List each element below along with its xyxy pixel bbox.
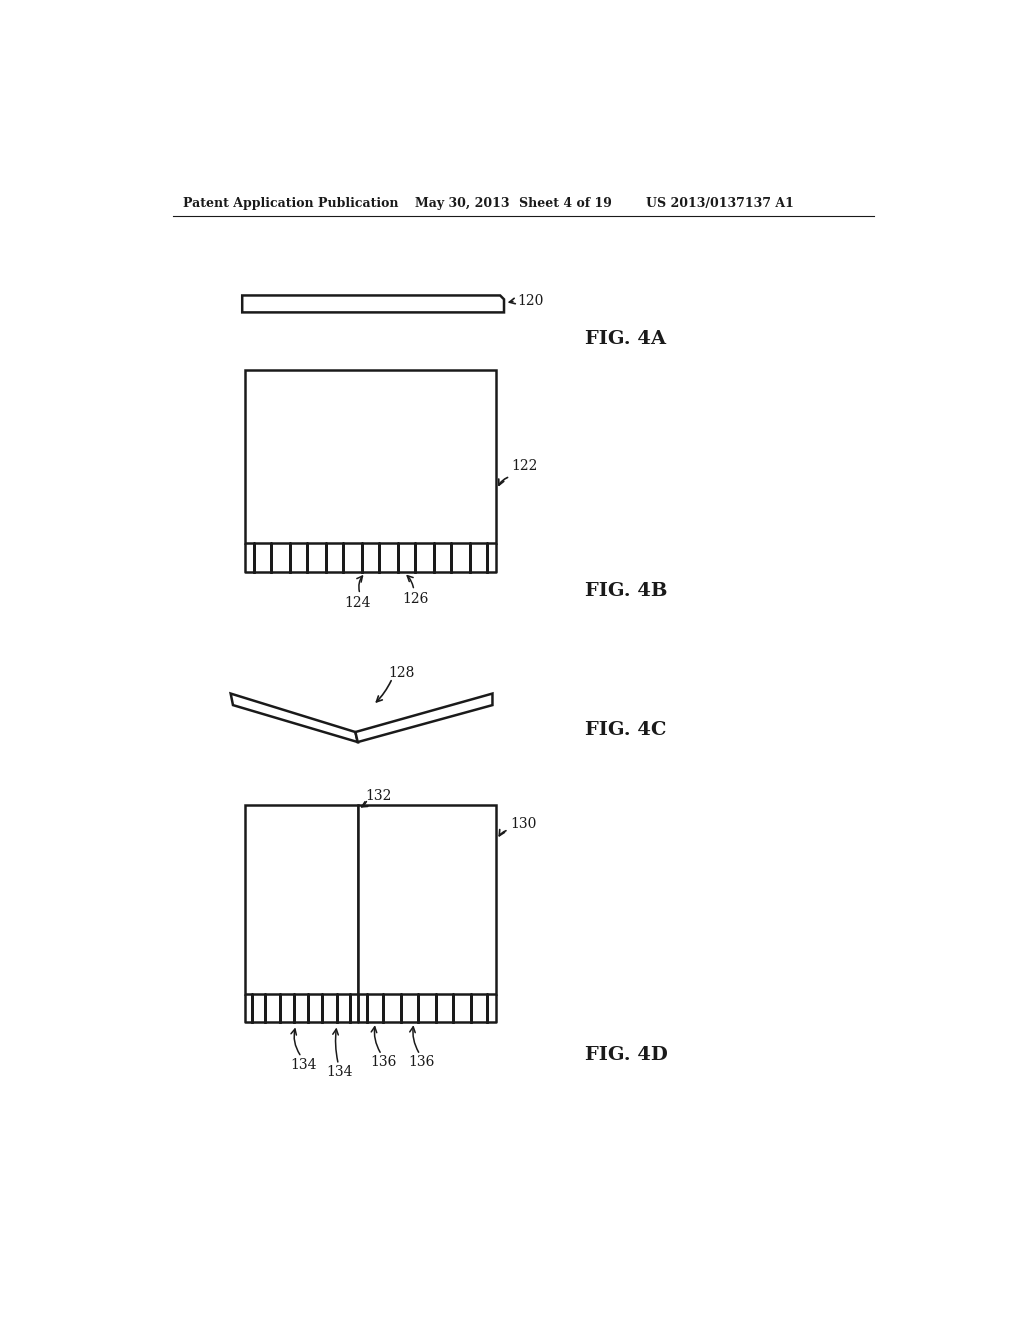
Polygon shape [243,296,504,313]
Text: 120: 120 [517,294,544,308]
Text: 134: 134 [291,1057,317,1072]
Text: FIG. 4C: FIG. 4C [585,721,667,739]
Text: May 30, 2013: May 30, 2013 [416,197,510,210]
Text: US 2013/0137137 A1: US 2013/0137137 A1 [646,197,795,210]
Text: 122: 122 [512,459,538,474]
Text: 132: 132 [366,789,392,803]
Text: 128: 128 [388,665,415,680]
Text: 124: 124 [344,595,371,610]
Bar [245,805,357,994]
Text: FIG. 4D: FIG. 4D [585,1047,668,1064]
Polygon shape [230,693,357,742]
Bar [245,370,497,544]
Text: Patent Application Publication: Patent Application Publication [183,197,398,210]
Bar [357,805,497,994]
Text: 136: 136 [370,1056,396,1069]
Text: FIG. 4A: FIG. 4A [585,330,666,348]
Text: Sheet 4 of 19: Sheet 4 of 19 [519,197,612,210]
Text: 126: 126 [402,591,429,606]
Polygon shape [355,693,493,742]
Text: 130: 130 [510,817,537,832]
Text: FIG. 4B: FIG. 4B [585,582,668,601]
Text: 134: 134 [327,1065,353,1080]
Text: 136: 136 [409,1056,435,1069]
